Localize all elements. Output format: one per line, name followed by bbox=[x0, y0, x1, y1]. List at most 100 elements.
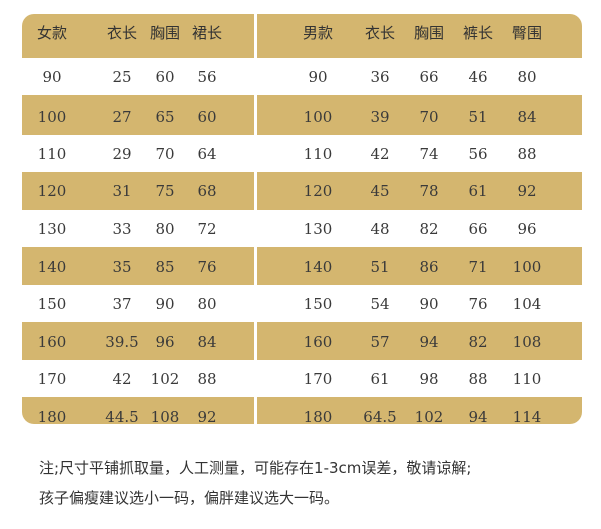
women-table-cell: 39.5 bbox=[105, 332, 139, 351]
men-table-cell: 110 bbox=[512, 369, 542, 388]
men-table-cell: 71 bbox=[468, 257, 488, 276]
women-table-cell: 80 bbox=[155, 219, 175, 238]
women-header-skirt: 裙长 bbox=[191, 24, 222, 42]
men-header-length: 衣长 bbox=[364, 24, 395, 42]
women-table-cell: 88 bbox=[197, 369, 217, 388]
men-table-cell: 88 bbox=[517, 144, 537, 163]
men-table-cell: 108 bbox=[512, 332, 542, 351]
women-table-cell: 100 bbox=[37, 107, 67, 126]
women-table-row: 150 37 90 80 bbox=[22, 285, 254, 322]
women-table-cell: 110 bbox=[37, 144, 67, 163]
men-table-cell: 36 bbox=[370, 67, 390, 86]
men-table-cell: 102 bbox=[414, 407, 444, 425]
women-table-cell: 102 bbox=[150, 369, 180, 388]
men-table-cell: 84 bbox=[517, 107, 537, 126]
men-table-cell: 140 bbox=[303, 257, 333, 276]
men-table-cell: 92 bbox=[517, 181, 537, 200]
women-table-cell: 140 bbox=[37, 257, 67, 276]
men-table-cell: 96 bbox=[517, 219, 537, 238]
women-header-length: 衣长 bbox=[106, 24, 137, 42]
women-table-row: 170 42 102 88 bbox=[22, 360, 254, 397]
men-table-cell: 110 bbox=[303, 144, 333, 163]
note-size-advice: 孩子偏瘦建议选小一码，偏胖建议选大一码。 bbox=[39, 489, 340, 507]
men-table-cell: 94 bbox=[468, 407, 488, 425]
men-table-row: 100 39 70 51 84 bbox=[257, 98, 582, 135]
size-chart: 女款 衣长 胸围 裙长 90 25 60 56 100 27 65 60 110 29 70 64 12… bbox=[22, 14, 582, 424]
women-table-cell: 108 bbox=[150, 407, 180, 425]
women-table-cell: 130 bbox=[37, 219, 67, 238]
men-table-row: 90 36 66 46 80 bbox=[257, 58, 582, 95]
men-table-cell: 86 bbox=[419, 257, 439, 276]
men-table-cell: 45 bbox=[370, 181, 390, 200]
men-header-pants: 裤长 bbox=[462, 24, 493, 42]
women-table-row: 110 29 70 64 bbox=[22, 135, 254, 172]
women-header-style: 女款 bbox=[36, 24, 67, 42]
men-header-style: 男款 bbox=[302, 24, 333, 42]
men-table-row: 170 61 98 88 110 bbox=[257, 360, 582, 397]
women-table-cell: 42 bbox=[112, 369, 132, 388]
men-header-hip: 臀围 bbox=[511, 24, 542, 42]
women-table-cell: 68 bbox=[197, 181, 217, 200]
men-table-cell: 70 bbox=[419, 107, 439, 126]
men-table-cell: 74 bbox=[419, 144, 439, 163]
women-table-cell: 65 bbox=[155, 107, 175, 126]
men-table-cell: 100 bbox=[512, 257, 542, 276]
women-header-row: 女款 衣长 胸围 裙长 bbox=[22, 14, 254, 51]
men-table-cell: 51 bbox=[468, 107, 488, 126]
women-header-chest: 胸围 bbox=[149, 24, 180, 42]
women-table-cell: 84 bbox=[197, 332, 217, 351]
men-table-cell: 51 bbox=[370, 257, 390, 276]
women-table-cell: 56 bbox=[197, 67, 217, 86]
women-table-cell: 90 bbox=[42, 67, 62, 86]
women-table-cell: 60 bbox=[155, 67, 175, 86]
men-header-chest: 胸围 bbox=[413, 24, 444, 42]
men-table-cell: 114 bbox=[512, 407, 542, 425]
men-table-cell: 98 bbox=[419, 369, 439, 388]
women-table-cell: 44.5 bbox=[105, 407, 139, 425]
women-table-cell: 170 bbox=[37, 369, 67, 388]
men-table-cell: 56 bbox=[468, 144, 488, 163]
men-table-cell: 150 bbox=[303, 294, 333, 313]
men-table-cell: 88 bbox=[468, 369, 488, 388]
women-table-cell: 70 bbox=[155, 144, 175, 163]
women-table-cell: 64 bbox=[197, 144, 217, 163]
women-table-cell: 150 bbox=[37, 294, 67, 313]
men-table-row: 160 57 94 82 108 bbox=[257, 323, 582, 360]
women-table-cell: 80 bbox=[197, 294, 217, 313]
men-table-cell: 57 bbox=[370, 332, 390, 351]
women-table-cell: 75 bbox=[155, 181, 175, 200]
women-table-cell: 92 bbox=[197, 407, 217, 425]
men-table-cell: 46 bbox=[468, 67, 488, 86]
women-table-row: 160 39.5 96 84 bbox=[22, 323, 254, 360]
men-table-cell: 82 bbox=[419, 219, 439, 238]
women-table-row: 120 31 75 68 bbox=[22, 172, 254, 209]
women-table-cell: 31 bbox=[112, 181, 132, 200]
women-table-cell: 180 bbox=[37, 407, 67, 425]
men-table-cell: 100 bbox=[303, 107, 333, 126]
men-table-cell: 61 bbox=[370, 369, 390, 388]
women-size-table: 女款 衣长 胸围 裙长 90 25 60 56 100 27 65 60 110 29 70 64 12… bbox=[22, 14, 254, 424]
men-table-cell: 54 bbox=[370, 294, 390, 313]
men-table-cell: 39 bbox=[370, 107, 390, 126]
women-table-cell: 37 bbox=[112, 294, 132, 313]
men-size-table: 男款 衣长 胸围 裤长 臀围 90 36 66 46 80 100 39 70 51 84 110 4… bbox=[257, 14, 582, 424]
women-table-cell: 25 bbox=[112, 67, 132, 86]
women-table-cell: 90 bbox=[155, 294, 175, 313]
men-table-cell: 170 bbox=[303, 369, 333, 388]
women-table-cell: 35 bbox=[112, 257, 132, 276]
men-table-cell: 80 bbox=[517, 67, 537, 86]
men-table-cell: 120 bbox=[303, 181, 333, 200]
women-table-row: 90 25 60 56 bbox=[22, 58, 254, 95]
men-header-row: 男款 衣长 胸围 裤长 臀围 bbox=[257, 14, 582, 51]
men-table-cell: 42 bbox=[370, 144, 390, 163]
men-table-cell: 76 bbox=[468, 294, 488, 313]
men-table-cell: 104 bbox=[512, 294, 542, 313]
women-table-cell: 33 bbox=[112, 219, 132, 238]
women-table-cell: 27 bbox=[112, 107, 132, 126]
men-table-row: 180 64.5 102 94 114 bbox=[257, 398, 582, 425]
men-table-row: 130 48 82 66 96 bbox=[257, 210, 582, 247]
men-table-cell: 66 bbox=[419, 67, 439, 86]
women-table-cell: 72 bbox=[197, 219, 217, 238]
women-table-row: 130 33 80 72 bbox=[22, 210, 254, 247]
women-table-cell: 76 bbox=[197, 257, 217, 276]
